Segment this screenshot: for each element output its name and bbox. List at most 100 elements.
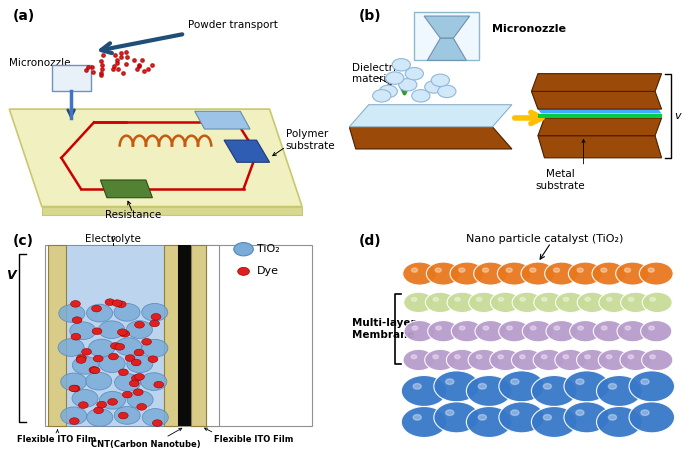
Circle shape [570,321,601,342]
Circle shape [446,379,454,385]
Circle shape [531,326,536,330]
Circle shape [455,355,460,359]
Circle shape [512,349,542,370]
Polygon shape [531,91,661,109]
Point [95,71,106,79]
Circle shape [648,268,654,272]
Circle shape [511,410,519,415]
Point [118,69,129,77]
Circle shape [498,297,503,301]
Circle shape [608,415,616,420]
Circle shape [434,371,479,402]
Circle shape [118,369,129,375]
Circle shape [620,292,650,312]
Circle shape [511,379,519,385]
Circle shape [477,297,482,301]
Circle shape [404,321,435,342]
Text: (c): (c) [12,234,34,248]
Circle shape [135,321,144,328]
Circle shape [592,262,626,285]
Circle shape [150,320,159,327]
Circle shape [134,349,144,356]
Circle shape [425,292,456,312]
Circle shape [578,326,583,330]
Circle shape [546,321,577,342]
Circle shape [137,404,146,410]
Point [122,53,133,60]
Circle shape [541,355,547,359]
Circle shape [71,333,81,340]
Circle shape [601,268,607,272]
Circle shape [531,406,577,438]
Polygon shape [531,74,661,91]
Circle shape [447,292,477,312]
Point [133,63,144,70]
Text: Resistance: Resistance [105,210,161,220]
Point [88,68,98,75]
Circle shape [624,268,631,272]
Circle shape [133,389,143,395]
Circle shape [641,410,649,415]
Text: Micronozzle: Micronozzle [492,25,566,35]
Circle shape [238,267,250,276]
Point [116,49,127,56]
Circle shape [617,321,648,342]
Circle shape [153,420,162,426]
Circle shape [120,331,129,337]
Circle shape [543,384,551,389]
Circle shape [564,371,609,402]
Circle shape [577,349,608,370]
Circle shape [131,359,141,366]
Circle shape [425,81,443,93]
Point [120,60,131,68]
Circle shape [564,297,568,301]
Circle shape [534,292,564,312]
Text: Micronozzle: Micronozzle [10,58,70,68]
Circle shape [506,268,512,272]
Circle shape [598,349,629,370]
Circle shape [142,339,151,345]
Circle shape [386,72,404,84]
Polygon shape [195,111,250,129]
Point [120,48,131,55]
Circle shape [499,321,530,342]
Text: CNT(Carbon Nanotube): CNT(Carbon Nanotube) [91,440,200,449]
Circle shape [466,375,512,406]
Circle shape [544,262,579,285]
Circle shape [641,321,672,342]
Polygon shape [424,16,470,38]
Polygon shape [350,127,512,149]
Polygon shape [224,140,269,162]
Circle shape [94,407,103,414]
Circle shape [629,371,674,402]
Circle shape [476,355,482,359]
Circle shape [411,355,417,359]
Point [116,54,127,61]
Circle shape [92,328,102,335]
Circle shape [426,262,460,285]
Text: Dielectric
material: Dielectric material [352,63,402,84]
Circle shape [142,339,168,357]
Text: (a): (a) [12,10,35,24]
Circle shape [434,402,479,433]
Circle shape [450,262,484,285]
Text: (d): (d) [359,234,382,248]
Circle shape [628,355,633,359]
Circle shape [616,262,650,285]
Circle shape [399,79,417,91]
Circle shape [373,89,391,102]
Circle shape [61,373,87,391]
Circle shape [77,355,86,361]
Circle shape [402,406,447,438]
Point [146,61,157,69]
Circle shape [109,353,118,360]
Circle shape [412,297,417,301]
Circle shape [89,367,98,373]
Circle shape [451,321,483,342]
Point [129,57,140,64]
Circle shape [115,344,124,350]
Circle shape [447,349,477,370]
Circle shape [127,321,153,338]
Text: Dye: Dye [256,266,278,276]
Circle shape [593,321,624,342]
